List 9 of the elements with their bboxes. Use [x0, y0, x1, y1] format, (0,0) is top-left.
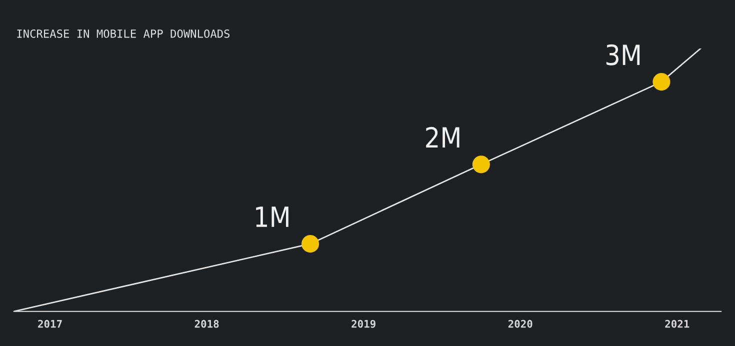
annotation: 3M [606, 44, 640, 66]
x-tick-label: 2021 [665, 320, 690, 328]
annotation: 1M [256, 206, 288, 227]
x-tick-label: 2017 [38, 320, 62, 328]
annotation: 2M [426, 126, 460, 148]
x-tick-label: 2019 [352, 320, 376, 328]
x-tick-label: 2018 [194, 320, 219, 328]
x-tick-label: 2020 [508, 320, 532, 328]
chart-title: INCREASE IN MOBILE APP DOWNLOADS [17, 29, 230, 38]
